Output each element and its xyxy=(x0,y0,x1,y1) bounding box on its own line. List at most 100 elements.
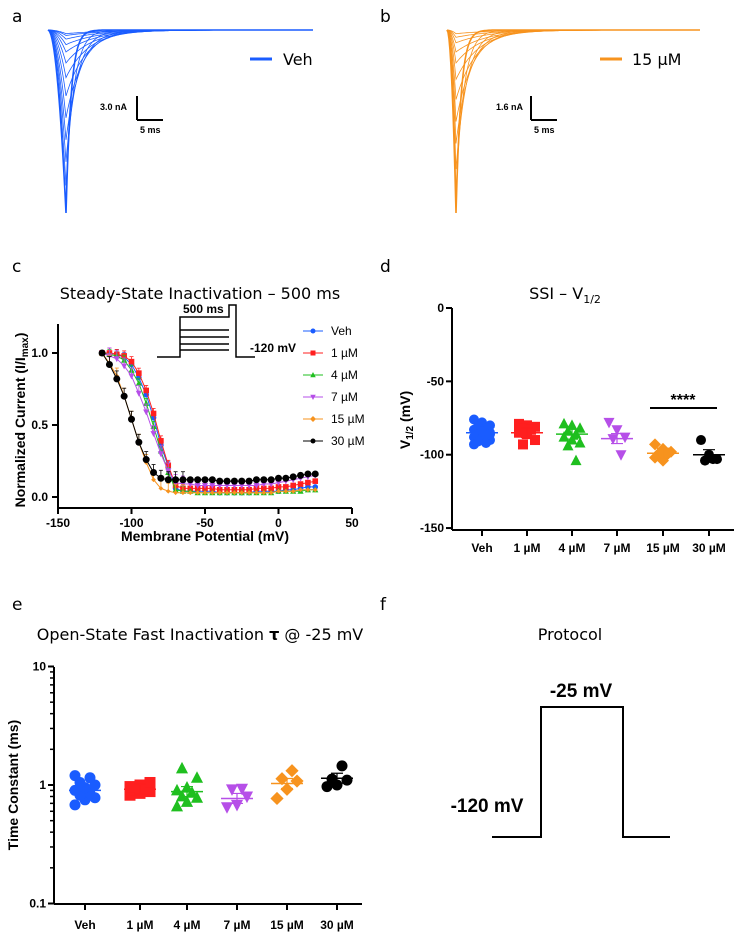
y-tick-label: 0 xyxy=(437,301,444,315)
panel-label-c: c xyxy=(12,257,21,277)
x-tick-label: 7 µM xyxy=(604,541,631,555)
data-point xyxy=(224,490,230,496)
data-point xyxy=(150,469,158,477)
y-tick-label: 1.0 xyxy=(31,346,48,360)
data-point xyxy=(289,473,297,481)
data-point xyxy=(696,435,706,446)
data-point xyxy=(143,387,149,394)
x-tick-label: 15 µM xyxy=(646,541,680,555)
sem-bar xyxy=(611,432,623,445)
data-point xyxy=(310,372,316,378)
chart-e-title: Open-State Fast Inactivation τ @ -25 mV xyxy=(37,625,364,644)
data-point xyxy=(216,477,224,485)
sem-bar xyxy=(521,427,533,439)
x-tick-label: -100 xyxy=(119,516,143,530)
legend-label: 7 µM xyxy=(331,390,358,404)
data-point xyxy=(194,476,202,484)
protocol-step-label: -25 mV xyxy=(550,681,613,702)
data-point xyxy=(223,477,231,485)
data-point xyxy=(231,482,238,489)
data-point xyxy=(285,764,299,778)
data-point xyxy=(280,782,294,796)
sem-bar xyxy=(703,449,715,461)
y-tick-label: -50 xyxy=(427,374,445,388)
significance-stars: **** xyxy=(671,392,697,409)
y-tick-label: 0.5 xyxy=(31,418,48,432)
chart-f-title: Protocol xyxy=(538,625,602,644)
data-point xyxy=(170,783,184,796)
current-trace xyxy=(47,29,313,214)
current-trace xyxy=(47,29,313,118)
data-point xyxy=(485,429,495,440)
data-point xyxy=(615,450,627,461)
data-point xyxy=(240,791,254,804)
inset-duration: 500 ms xyxy=(183,302,224,316)
x-tick-label: 4 µM xyxy=(174,918,201,932)
data-point xyxy=(151,477,156,483)
data-point xyxy=(235,783,249,796)
scale-b-current: 1.6 nA xyxy=(496,102,524,112)
data-point xyxy=(239,490,245,496)
legend-b-label: 15 µM xyxy=(632,50,681,69)
data-point xyxy=(150,431,157,437)
data-point xyxy=(172,476,180,484)
chart-d-title: SSI – V1/2 xyxy=(529,284,601,306)
data-point xyxy=(649,438,661,451)
data-point xyxy=(267,476,275,484)
data-point xyxy=(304,470,312,478)
x-tick-label: 30 µM xyxy=(692,541,726,555)
data-point xyxy=(179,476,187,484)
data-point xyxy=(217,490,223,496)
data-point xyxy=(180,490,186,496)
protocol-waveform xyxy=(492,706,670,838)
data-point xyxy=(208,476,216,484)
data-point xyxy=(195,490,201,496)
legend-label: Veh xyxy=(331,324,352,338)
chart-d-ylabel: V1/2 (mV) xyxy=(397,391,416,449)
data-point xyxy=(69,799,81,811)
data-point xyxy=(135,390,142,397)
x-tick-label: 1 µM xyxy=(514,541,541,555)
data-point xyxy=(252,476,260,484)
data-point xyxy=(566,419,578,430)
data-point xyxy=(530,435,540,446)
data-point xyxy=(275,480,282,486)
data-point xyxy=(238,477,246,485)
data-point xyxy=(305,479,311,486)
data-point xyxy=(246,482,253,489)
y-tick-label: 10 xyxy=(33,660,47,674)
x-tick-label: 4 µM xyxy=(559,541,586,555)
data-point xyxy=(121,363,128,370)
data-point xyxy=(290,488,296,494)
sem-bar xyxy=(566,428,578,440)
data-point xyxy=(98,349,106,357)
data-point xyxy=(260,481,267,488)
data-point xyxy=(310,438,316,444)
data-point xyxy=(290,482,296,489)
panel-label-b: b xyxy=(380,7,391,27)
data-point xyxy=(570,454,582,466)
data-point xyxy=(113,356,120,363)
data-point xyxy=(261,485,267,492)
sem-bar xyxy=(331,772,343,784)
data-point xyxy=(268,481,275,488)
chart-c-ylabel: Normalized Current (I/Imax) xyxy=(12,333,31,508)
x-tick-label: Veh xyxy=(74,918,95,932)
data-point xyxy=(164,476,172,484)
data-point xyxy=(336,760,348,772)
data-point xyxy=(84,772,96,784)
sem-bar xyxy=(181,785,193,798)
data-point xyxy=(220,802,234,814)
x-tick-label: 1 µM xyxy=(127,918,154,932)
data-point xyxy=(230,799,244,812)
data-point xyxy=(157,451,164,458)
current-trace xyxy=(48,29,313,35)
y-tick-label: 0.1 xyxy=(29,897,46,911)
sem-bar xyxy=(281,777,293,790)
data-point xyxy=(173,490,178,496)
x-tick-label: Veh xyxy=(471,541,492,555)
data-point xyxy=(469,414,479,425)
data-point xyxy=(297,471,305,479)
data-point xyxy=(246,490,252,496)
